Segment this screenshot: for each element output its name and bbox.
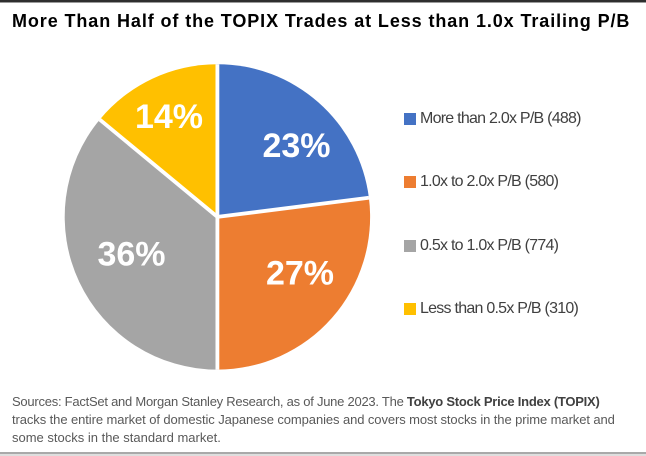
svg-text:27%: 27% [266,255,334,293]
svg-text:36%: 36% [97,236,165,274]
svg-text:23%: 23% [262,127,330,165]
svg-text:14%: 14% [135,98,203,136]
